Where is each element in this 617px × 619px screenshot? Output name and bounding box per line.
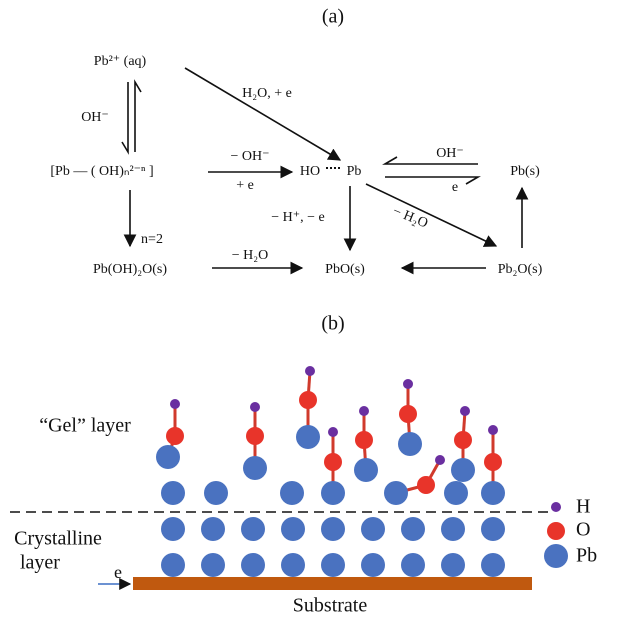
node: Pb₂O(s) xyxy=(498,262,543,277)
pb-atom xyxy=(281,517,305,541)
legend-label: Pb xyxy=(576,545,597,567)
substrate xyxy=(133,577,532,590)
h-atom xyxy=(460,406,470,416)
o-atom xyxy=(166,427,184,445)
figure: (a) Pb²⁺ (aq) OH⁻ [Pb — ( OH)ₙ²⁻ⁿ ] − OH… xyxy=(0,0,617,619)
pb-atom xyxy=(361,553,385,577)
o-atom xyxy=(454,431,472,449)
pb-atom xyxy=(201,517,225,541)
pb-atom xyxy=(441,553,465,577)
pb-atom xyxy=(354,458,378,482)
panel-label: (b) xyxy=(321,313,344,335)
panel-label: (a) xyxy=(322,6,344,28)
pb-atom xyxy=(361,517,385,541)
legend-marker xyxy=(551,502,561,512)
edge-label: − H₂O xyxy=(390,204,429,232)
substrate-label: Substrate xyxy=(293,595,368,617)
pb-atom xyxy=(441,517,465,541)
edge-label: − H⁺, − e xyxy=(271,210,325,225)
layer-label: “Gel” layer xyxy=(39,415,131,437)
edge-label: n=2 xyxy=(141,232,163,247)
h-atom xyxy=(435,455,445,465)
pb-atom xyxy=(156,445,180,469)
edge-label: − H₂O xyxy=(232,248,269,263)
pb-atom xyxy=(281,553,305,577)
o-atom xyxy=(324,453,342,471)
pb-atom xyxy=(161,481,185,505)
pb-atom xyxy=(280,481,304,505)
pb-atom xyxy=(481,553,505,577)
node: Pb²⁺ (aq) xyxy=(94,54,147,69)
pb-atom xyxy=(204,481,228,505)
edge-label: e xyxy=(452,180,458,195)
layer-label: Crystalline xyxy=(14,528,102,550)
node: HO xyxy=(300,164,320,179)
pb-atom xyxy=(401,553,425,577)
o-atom xyxy=(417,476,435,494)
h-atom xyxy=(359,406,369,416)
o-atom xyxy=(399,405,417,423)
pb-atom xyxy=(161,553,185,577)
legend-label: O xyxy=(576,519,590,541)
edge-label: − OH⁻ xyxy=(230,149,269,164)
h-atom xyxy=(305,366,315,376)
edge-label: + e xyxy=(236,178,254,193)
pb-atom xyxy=(401,517,425,541)
atoms xyxy=(156,366,505,577)
h-atom xyxy=(250,402,260,412)
node: Pb(OH)₂O(s) xyxy=(93,262,167,277)
pb-atom xyxy=(321,553,345,577)
edge-label: H₂O, + e xyxy=(242,86,292,101)
o-atom xyxy=(355,431,373,449)
pb-atom xyxy=(243,456,267,480)
node: Pb(s) xyxy=(510,164,540,179)
o-atom xyxy=(299,391,317,409)
legend-label: H xyxy=(576,496,590,518)
h-atom xyxy=(328,427,338,437)
legend-marker xyxy=(544,544,568,568)
pb-atom xyxy=(398,432,422,456)
h-atom xyxy=(403,379,413,389)
pb-atom xyxy=(451,458,475,482)
o-atom xyxy=(246,427,264,445)
pb-atom xyxy=(384,481,408,505)
legend-marker xyxy=(547,522,565,540)
pb-atom xyxy=(161,517,185,541)
electron-label: e xyxy=(114,562,122,582)
h-atom xyxy=(170,399,180,409)
pb-atom xyxy=(321,481,345,505)
edge-label: OH⁻ xyxy=(81,110,109,125)
pb-atom xyxy=(296,425,320,449)
node: [Pb — ( OH)ₙ²⁻ⁿ ] xyxy=(50,164,153,179)
arrows xyxy=(122,68,522,268)
node: Pb xyxy=(347,164,362,179)
layer-label: layer xyxy=(20,552,60,574)
pb-atom xyxy=(481,517,505,541)
h-atom xyxy=(488,425,498,435)
pb-atom xyxy=(201,553,225,577)
pb-atom xyxy=(481,481,505,505)
pb-atom xyxy=(321,517,345,541)
o-atom xyxy=(484,453,502,471)
pb-atom xyxy=(444,481,468,505)
edge-label: OH⁻ xyxy=(436,146,464,161)
pb-atom xyxy=(241,517,265,541)
pb-atom xyxy=(241,553,265,577)
node: PbO(s) xyxy=(325,262,365,277)
